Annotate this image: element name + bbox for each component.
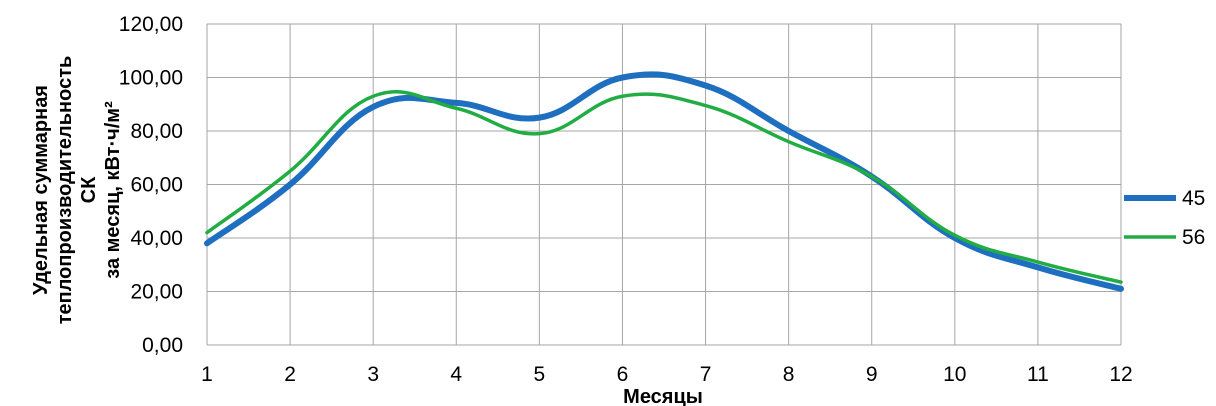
y-tick-label: 20,00 (130, 281, 183, 304)
y-axis-title-line: Удельная суммарная (30, 85, 52, 295)
x-tick-label: 9 (866, 363, 878, 386)
x-tick-label: 4 (450, 363, 462, 386)
legend-label-45: 45 (1182, 187, 1205, 210)
x-tick-label: 12 (1109, 363, 1132, 386)
x-tick-label: 1 (201, 363, 213, 386)
x-tick-label: 11 (1027, 363, 1049, 386)
x-tick-label: 7 (700, 363, 712, 386)
x-tick-label: 3 (367, 363, 379, 386)
y-tick-label: 100,00 (119, 67, 183, 90)
y-tick-label: 40,00 (130, 227, 183, 250)
series-lines (204, 71, 1124, 292)
y-tick-label: 120,00 (119, 13, 183, 36)
y-axis-title-line: СК (78, 176, 100, 203)
x-tick-label: 10 (943, 363, 966, 386)
legend-label-56: 56 (1182, 226, 1205, 249)
y-tick-label: 80,00 (130, 120, 183, 143)
x-tick-label: 8 (783, 363, 795, 386)
y-axis-title-line: теплопроизводительность (54, 56, 76, 325)
x-axis-title: Месяцы (623, 386, 703, 406)
x-tick-label: 5 (534, 363, 546, 386)
y-axis-title: Удельная суммарная теплопроизводительност… (30, 56, 124, 325)
series-line-45 (204, 71, 1124, 292)
legend: 45 56 (1124, 187, 1205, 249)
series-line-56 (205, 90, 1123, 284)
y-tick-label: 60,00 (130, 174, 183, 197)
x-tick-label: 2 (284, 363, 296, 386)
y-axis-title-line: за месяц, кВт·ч/м² (102, 101, 124, 279)
y-tick-label: 0,00 (142, 334, 183, 357)
x-tick-label: 6 (617, 363, 629, 386)
